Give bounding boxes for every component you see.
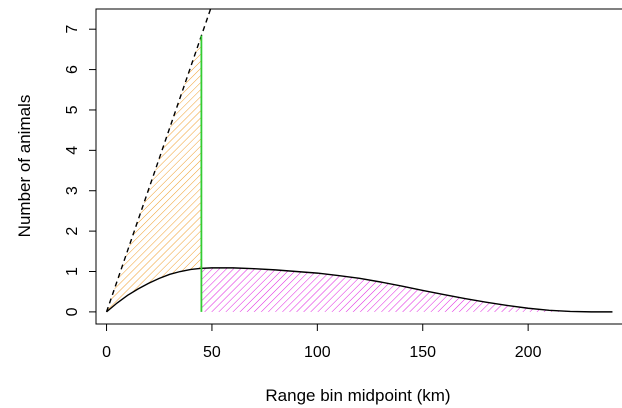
y-tick-label: 1 (64, 267, 81, 276)
y-tick-label: 4 (64, 146, 81, 155)
y-tick-label: 5 (64, 105, 81, 114)
x-tick-label: 0 (102, 344, 111, 361)
y-tick-label: 0 (64, 307, 81, 316)
x-tick-label: 50 (203, 344, 221, 361)
y-axis-label: Number of animals (15, 95, 34, 238)
y-tick-label: 7 (64, 25, 81, 34)
y-tick-label: 2 (64, 227, 81, 236)
y-tick-label: 3 (64, 186, 81, 195)
plot-frame (95, 8, 622, 325)
x-tick-label: 150 (409, 344, 436, 361)
magenta-hatched-region (201, 267, 602, 312)
x-tick-label: 100 (304, 344, 331, 361)
x-tick-label: 200 (515, 344, 542, 361)
dashed-series-line (105, 9, 212, 313)
solid-series-curve (106, 267, 613, 313)
y-tick-label: 6 (64, 65, 81, 74)
chart-marks (105, 9, 613, 313)
chart-axes: 0 50 100 150 200 0 1 2 3 4 5 6 7 (64, 8, 622, 361)
x-axis-label: Range bin midpoint (km) (265, 386, 450, 405)
